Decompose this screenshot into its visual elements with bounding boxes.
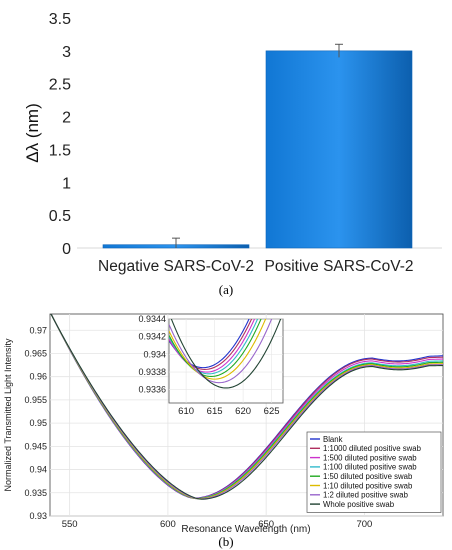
- y-tick-label: 1: [62, 175, 71, 192]
- inset-y-tick-label: 0.9336: [138, 385, 166, 395]
- bar-chart-y-axis-label: Δλ (nm): [23, 103, 42, 163]
- bar: [265, 50, 413, 249]
- inset-series-line: [169, 319, 273, 384]
- y-tick-label: 1.5: [49, 142, 71, 159]
- x-tick-label: 650: [258, 519, 274, 530]
- inset-y-tick-label: 0.9338: [138, 367, 166, 377]
- bar-chart-panel-a: 0 0.5 1 1.5 2 2.5 3 3.5 Negative SARS-CoV-2 Posi…: [23, 11, 442, 275]
- legend-label: Blank: [323, 435, 343, 444]
- panel-a-caption: (a): [219, 282, 233, 297]
- x-tick-label: 550: [62, 519, 78, 530]
- legend-label: 1:10 diluted positive swab: [323, 481, 413, 490]
- inset-lines: [169, 319, 282, 389]
- inset-series-line: [170, 319, 282, 389]
- y-tick-label: 0.5: [49, 208, 71, 225]
- y-tick-label: 0.935: [24, 488, 47, 498]
- legend-label: 1:50 diluted positive swab: [323, 472, 413, 481]
- inset-y-tick-label: 0.934: [143, 349, 166, 359]
- legend-box: [306, 431, 442, 513]
- inset-x-tick-label: 625: [264, 406, 280, 417]
- y-tick-label: 0.945: [24, 441, 47, 451]
- y-tick-label: 0.95: [29, 418, 47, 428]
- x-tick-label: 700: [356, 519, 372, 530]
- legend-label: Whole positive swab: [323, 500, 395, 509]
- legend-label: 1:1000 diluted positive swab: [323, 444, 422, 453]
- y-tick-label: 2.5: [49, 77, 71, 94]
- inset-x-tick-label: 610: [178, 406, 194, 417]
- series-line: [50, 314, 443, 500]
- inset-x-tick-label: 620: [235, 406, 251, 417]
- y-tick-label: 0.93: [29, 511, 47, 521]
- panel-b-caption: (b): [218, 534, 233, 549]
- legend-label: 1:500 diluted positive swab: [323, 453, 417, 462]
- y-tick-label: 2: [62, 110, 71, 127]
- legend-label: 1:100 diluted positive swab: [323, 463, 417, 472]
- legend-label: 1:2 diluted positive swab: [323, 491, 409, 500]
- y-tick-label: 0.97: [29, 325, 47, 335]
- line-chart-x-axis-label: Resonance Wavelength (nm): [181, 524, 310, 535]
- inset-y-tick-label: 0.9342: [138, 332, 166, 342]
- y-tick-label: 0.96: [29, 372, 47, 382]
- y-tick-label: 0: [62, 241, 71, 258]
- y-tick-label: 0.965: [24, 348, 47, 358]
- inset-x-tick-label: 615: [207, 406, 223, 417]
- inset-series-line: [169, 319, 267, 380]
- category-label: Negative SARS-CoV-2: [98, 258, 254, 275]
- y-tick-label: 3.5: [49, 11, 71, 28]
- inset-y-tick-label: 0.9344: [138, 314, 166, 324]
- y-tick-label: 3: [62, 44, 71, 61]
- line-chart-y-axis-label: Normalized Transmitted Light Intensity: [3, 338, 13, 492]
- y-tick-label: 0.94: [29, 465, 47, 475]
- line-chart-panel-b: 550 600 650 700 0.93 0.935 0.94 0.945 0.95 0.955 0…: [3, 313, 444, 535]
- y-tick-label: 0.955: [24, 395, 47, 405]
- category-label: Positive SARS-CoV-2: [264, 258, 413, 275]
- inset-series-line: [169, 319, 262, 378]
- inset-zoom-chart: 610 615 620 625 0.9336 0.9338 0.934 0.9342 0.934…: [138, 314, 284, 417]
- series-line: [50, 314, 443, 500]
- x-tick-label: 600: [160, 519, 176, 530]
